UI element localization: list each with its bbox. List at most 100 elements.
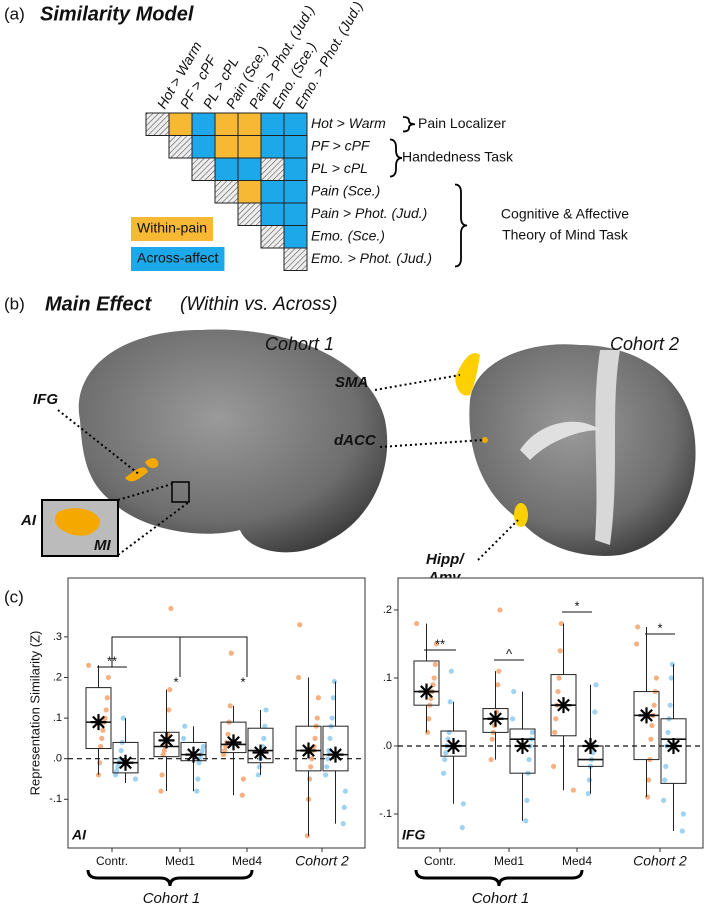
y-axis-title: Representation Similarity (Z): [27, 631, 42, 796]
matrix-cell: [214, 135, 239, 159]
box: [440, 730, 467, 757]
matrix-cell: [260, 112, 285, 136]
matrix-cell: [145, 112, 170, 136]
matrix-cell: [237, 112, 262, 136]
data-point: [459, 824, 465, 831]
data-point: [115, 764, 121, 770]
data-point: [114, 768, 120, 774]
data-point: [158, 788, 164, 794]
data-point: [593, 682, 599, 688]
data-point: [551, 763, 557, 769]
data-point: [200, 743, 206, 750]
x-tick-label: Med1: [494, 854, 524, 868]
data-point: [553, 716, 559, 722]
data-point: [526, 756, 532, 763]
box: [660, 718, 687, 784]
group-label: Cohort 1: [143, 890, 201, 907]
matrix-cell: [214, 157, 239, 181]
data-point: [442, 756, 448, 763]
significance-label: **: [435, 636, 445, 651]
data-point: [262, 723, 268, 729]
mean-marker: [158, 732, 175, 749]
brain-images: [41, 329, 696, 561]
significance-label: *: [173, 674, 178, 689]
data-point: [261, 735, 267, 741]
box: [112, 741, 139, 774]
legend-label: Across-affect: [137, 250, 219, 266]
y-tick-label: .1: [53, 712, 62, 724]
bracket: [402, 116, 416, 133]
data-point: [181, 735, 187, 741]
bracket: [454, 183, 468, 268]
matrix-cell: [260, 202, 285, 226]
data-point: [159, 772, 165, 778]
x-tick-label: Cohort 2: [295, 853, 349, 869]
data-point: [679, 828, 685, 834]
significance-label: *: [240, 674, 245, 689]
group-label: Handedness Task: [402, 149, 514, 165]
inset-frame: [171, 481, 190, 503]
data-point: [296, 674, 302, 681]
data-point: [570, 787, 577, 793]
data-point: [160, 752, 166, 758]
matrix-cell: [168, 112, 193, 136]
group-brace: [414, 869, 584, 887]
data-point: [651, 702, 657, 708]
mean-marker: [300, 742, 317, 759]
data-point: [324, 764, 330, 770]
data-point: [297, 622, 303, 628]
panel-label: (c): [4, 587, 24, 606]
mean-marker: [117, 754, 134, 771]
matrix-cell: [237, 135, 262, 159]
mean-marker: [487, 710, 504, 727]
box: [633, 691, 660, 761]
group-label: Cohort 1: [472, 890, 530, 907]
data-point: [341, 804, 347, 810]
legend-label: Within-pain: [137, 220, 207, 236]
data-point: [166, 707, 172, 713]
matrix-cell: [283, 157, 308, 181]
data-point: [263, 707, 269, 713]
matrix-cell: [260, 135, 285, 159]
data-point: [307, 776, 313, 782]
box: [85, 687, 112, 750]
data-point: [511, 688, 517, 695]
matrix-cell: [237, 202, 262, 226]
data-point: [529, 729, 536, 735]
box: [220, 721, 247, 754]
y-tick-label: .2: [383, 604, 392, 616]
bracket: [389, 138, 403, 178]
data-point: [555, 688, 561, 695]
row-label: PL > cPL: [311, 160, 368, 176]
data-point: [239, 792, 245, 798]
region-label: AI: [20, 512, 37, 529]
cohort-label: Cohort 1: [265, 334, 334, 354]
matrix-cell: [283, 247, 308, 271]
data-point: [342, 788, 348, 794]
data-point: [98, 743, 104, 750]
data-point: [331, 678, 337, 685]
data-point: [447, 699, 453, 705]
y-tick-label: -.1: [49, 793, 62, 805]
y-tick-label: -.1: [379, 808, 392, 820]
data-point: [665, 729, 671, 735]
data-point: [523, 818, 529, 824]
x-tick-label: Contr.: [424, 854, 456, 868]
panel-subtitle: (Within vs. Across): [180, 294, 337, 315]
data-point: [425, 729, 431, 735]
box: [247, 727, 274, 764]
data-point: [113, 772, 119, 778]
data-point: [228, 650, 234, 656]
group-label: Pain Localizer: [418, 115, 506, 131]
significance-label: *: [574, 598, 579, 613]
data-point: [315, 695, 321, 701]
data-point: [669, 661, 676, 667]
data-point: [118, 747, 124, 754]
matrix-cell: [214, 180, 239, 204]
mean-marker: [252, 744, 269, 761]
data-point: [195, 776, 201, 782]
data-point: [312, 735, 318, 741]
data-point: [426, 716, 432, 722]
data-point: [86, 662, 92, 668]
matrix-cell: [237, 180, 262, 204]
